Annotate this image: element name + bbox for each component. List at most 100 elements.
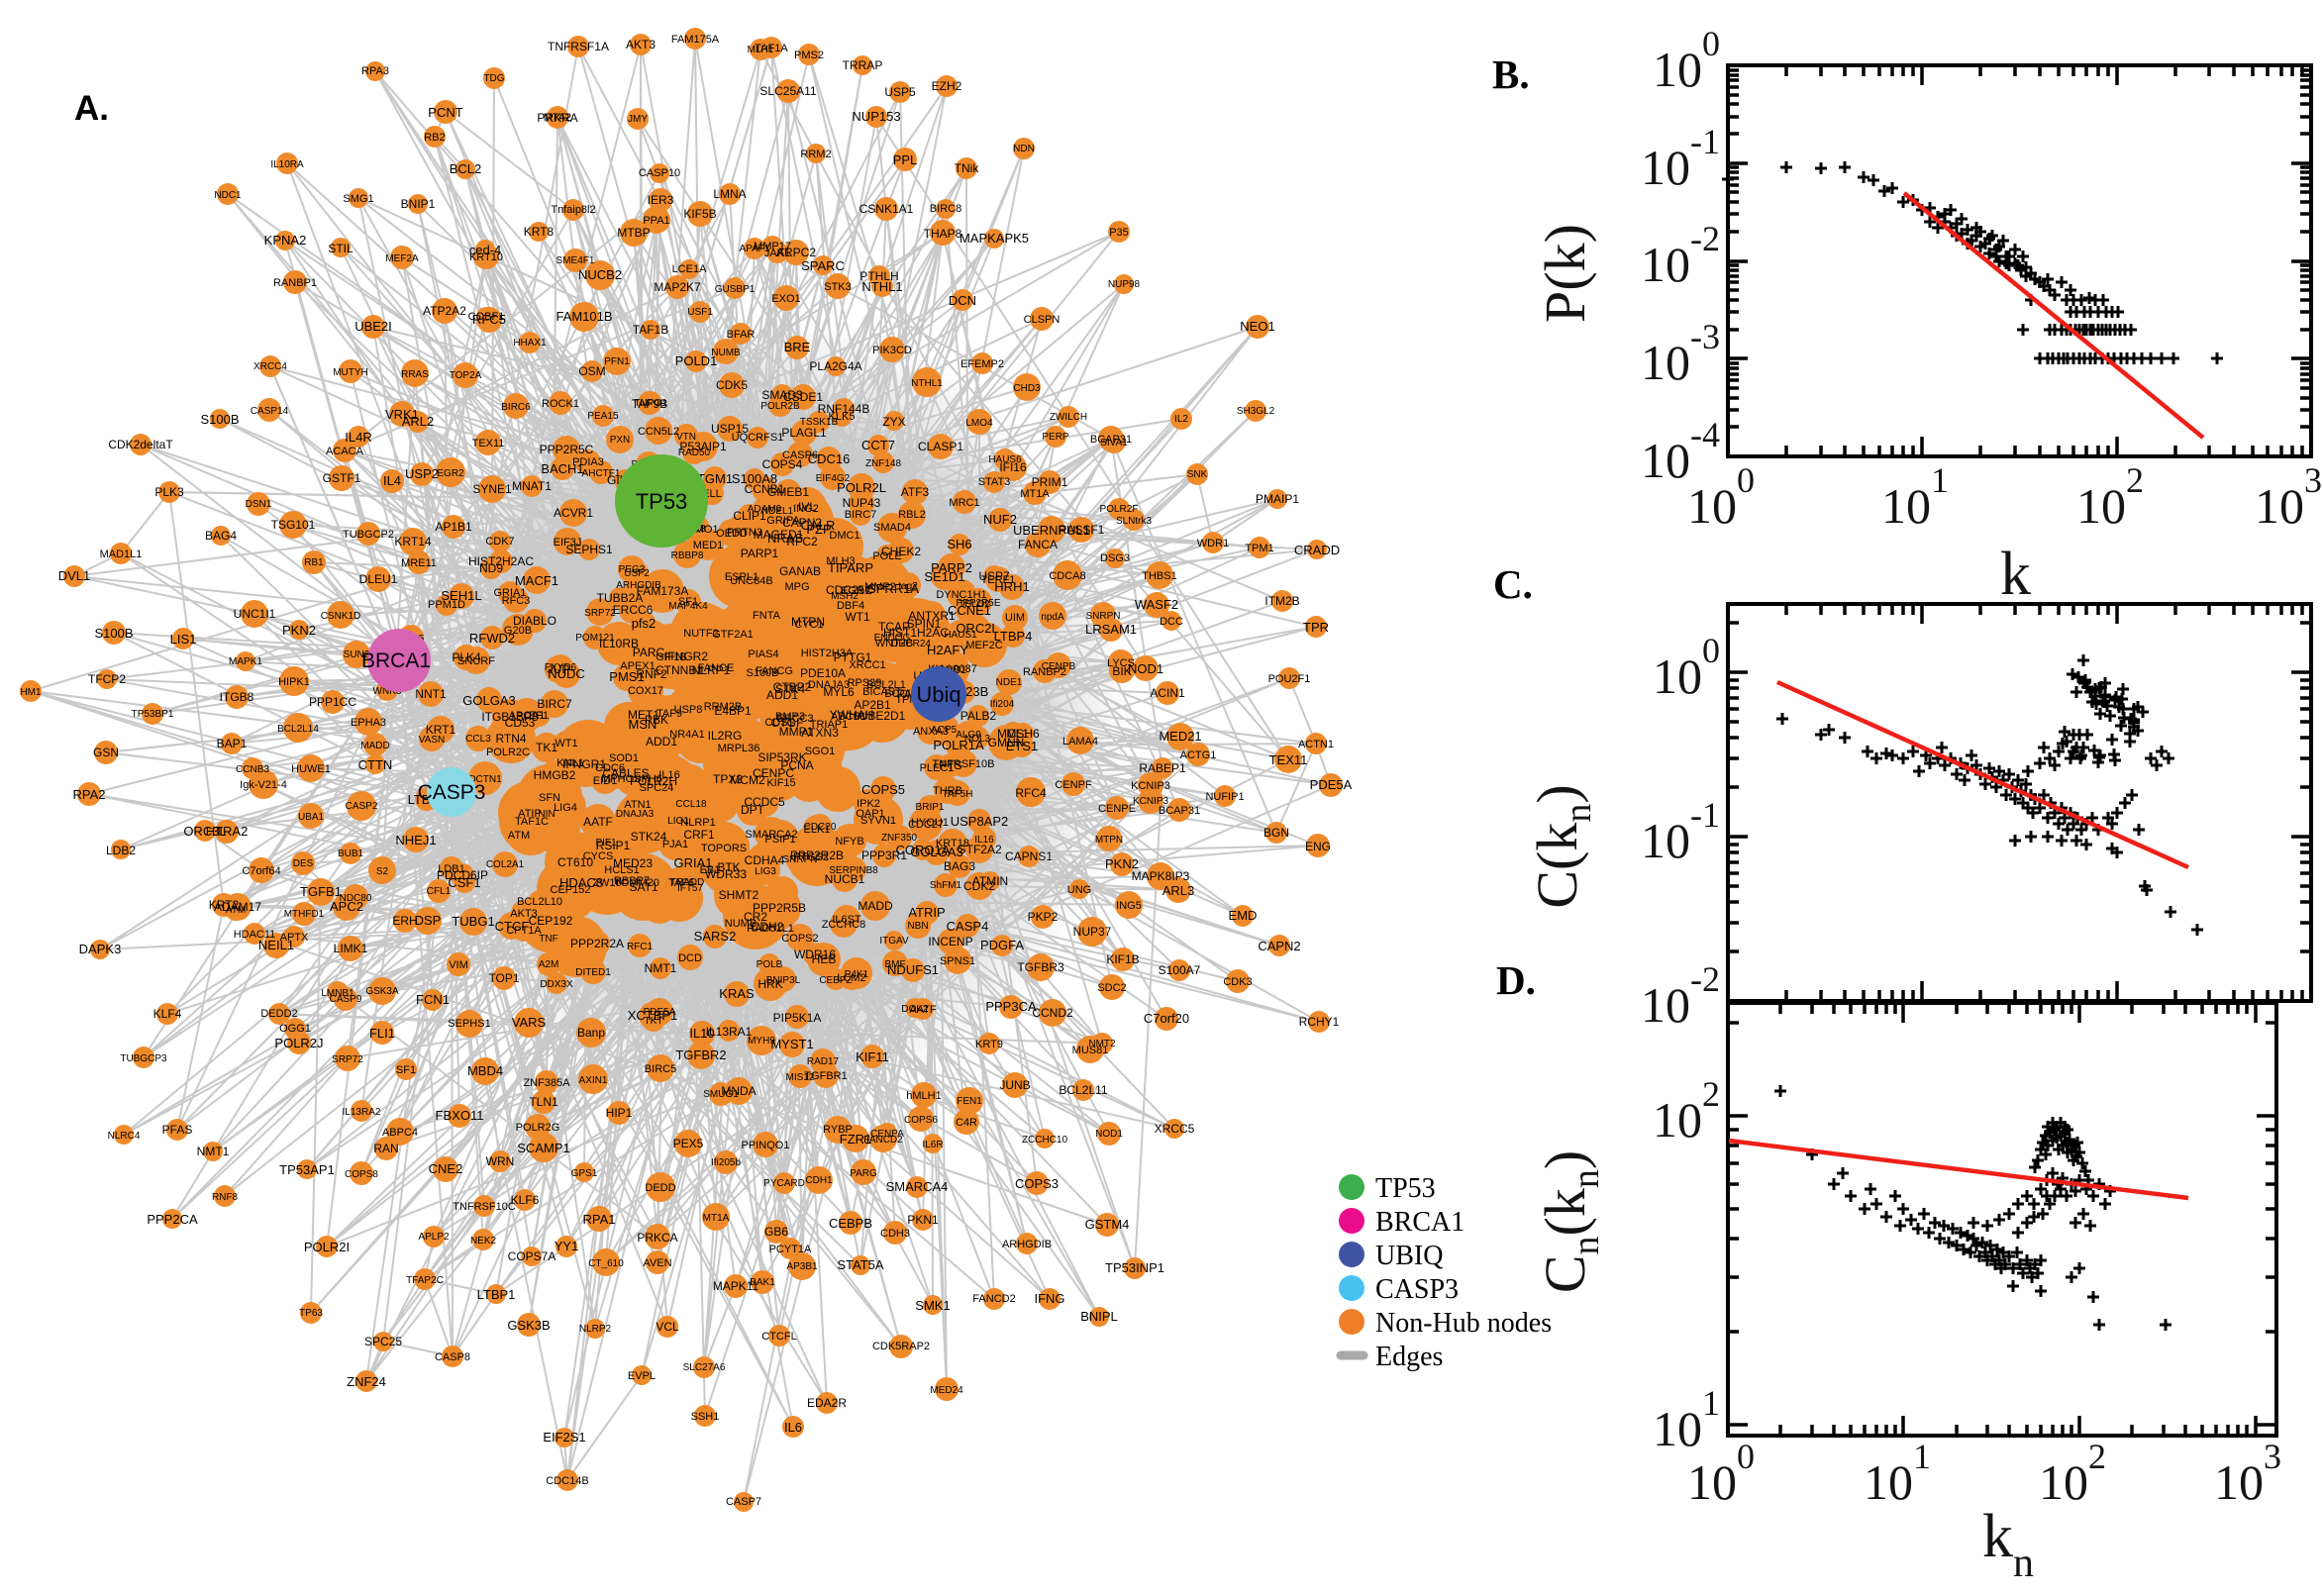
svg-text:ORC2L: ORC2L [956, 621, 998, 636]
svg-text:Banp: Banp [577, 1026, 605, 1040]
svg-text:PMAIP1: PMAIP1 [1256, 492, 1299, 506]
svg-text:OSM: OSM [578, 364, 605, 378]
svg-text:Tnfaip8l2: Tnfaip8l2 [551, 204, 595, 216]
svg-text:RBBP7: RBBP7 [614, 875, 650, 887]
svg-text:STAT3: STAT3 [978, 476, 1011, 488]
svg-text:SSH1: SSH1 [691, 1411, 720, 1423]
svg-text:PIF1: PIF1 [595, 838, 617, 848]
svg-text:GSK3A: GSK3A [365, 986, 399, 997]
svg-text:APTX: APTX [280, 932, 309, 944]
svg-text:DMC1: DMC1 [829, 530, 859, 542]
svg-text:HDAC8: HDAC8 [559, 875, 603, 890]
svg-text:IER3: IER3 [648, 193, 674, 207]
svg-text:ZWILCH: ZWILCH [1050, 412, 1087, 423]
svg-text:EIF4G2: EIF4G2 [816, 473, 851, 484]
svg-text:MUS81: MUS81 [1072, 1045, 1109, 1056]
svg-text:Non-Hub nodes: Non-Hub nodes [1375, 1308, 1552, 1339]
svg-text:P35: P35 [1109, 227, 1129, 239]
svg-text:SF1: SF1 [396, 1064, 416, 1076]
svg-text:PDE10A: PDE10A [800, 666, 846, 680]
svg-text:MAPKAPK5: MAPKAPK5 [960, 231, 1029, 246]
svg-text:A.: A. [74, 89, 109, 128]
svg-text:MEF2C: MEF2C [965, 640, 1002, 651]
svg-text:DITED1: DITED1 [575, 967, 611, 978]
svg-text:S2: S2 [376, 866, 389, 877]
svg-text:PPP1CC: PPP1CC [309, 695, 356, 709]
svg-text:RFWD2: RFWD2 [469, 631, 515, 646]
svg-text:YY1: YY1 [555, 1239, 579, 1253]
svg-text:TPR: TPR [1303, 620, 1329, 635]
svg-text:ING2: ING2 [793, 503, 819, 515]
svg-text:GRIPA: GRIPA [766, 515, 800, 527]
svg-text:NLRP1: NLRP1 [680, 817, 715, 829]
svg-text:KLF4: KLF4 [153, 1007, 182, 1021]
svg-text:RFC4: RFC4 [1015, 786, 1047, 800]
svg-text:DCC: DCC [1160, 616, 1183, 628]
svg-text:EDA2R: EDA2R [807, 1396, 847, 1410]
svg-text:ACTN1: ACTN1 [1298, 739, 1334, 750]
svg-text:C(kn): C(kn) [1525, 784, 1599, 908]
svg-text:SPC24: SPC24 [640, 782, 674, 794]
svg-text:BTK: BTK [717, 860, 740, 874]
svg-text:ACIN1: ACIN1 [1150, 686, 1185, 700]
svg-text:NOD1: NOD1 [1128, 661, 1163, 676]
svg-text:CCL3: CCL3 [465, 734, 491, 745]
svg-text:CCNB1: CCNB1 [745, 482, 785, 496]
svg-text:PRIM1: PRIM1 [1032, 475, 1068, 489]
svg-text:PTS: PTS [939, 758, 961, 772]
svg-text:SARS2: SARS2 [694, 929, 737, 944]
svg-text:MTPN: MTPN [791, 615, 825, 629]
svg-text:CSF1: CSF1 [448, 875, 480, 890]
svg-text:CLSPN: CLSPN [1024, 314, 1060, 326]
svg-text:VRK1: VRK1 [385, 407, 419, 422]
svg-text:SMG1: SMG1 [343, 193, 373, 205]
svg-text:NBN: NBN [907, 921, 928, 932]
svg-text:PPP2R5C: PPP2R5C [540, 443, 594, 456]
svg-text:CDK2: CDK2 [963, 879, 995, 893]
svg-text:MAP2K7: MAP2K7 [654, 280, 701, 294]
svg-text:UBA1: UBA1 [298, 812, 325, 823]
svg-text:MTPN: MTPN [1095, 835, 1123, 846]
svg-text:RAD51L1: RAD51L1 [747, 923, 794, 935]
svg-text:TP53INP1: TP53INP1 [1105, 1260, 1164, 1275]
svg-text:SRP72: SRP72 [332, 1054, 363, 1065]
svg-text:HCLS1: HCLS1 [604, 864, 639, 876]
svg-text:ITGAV: ITGAV [879, 936, 909, 947]
svg-text:S100B: S100B [200, 412, 239, 427]
svg-text:CASP3: CASP3 [418, 781, 486, 804]
svg-text:MCM2: MCM2 [730, 773, 765, 787]
svg-text:SNRPN: SNRPN [1085, 611, 1120, 622]
svg-text:NUFIP1: NUFIP1 [1205, 791, 1244, 803]
svg-text:USF2: USF2 [624, 568, 650, 579]
svg-text:GOLGA3: GOLGA3 [910, 845, 962, 859]
svg-text:THBS1: THBS1 [1142, 570, 1176, 582]
svg-text:IFNGR1: IFNGR1 [562, 757, 606, 771]
svg-text:MED21: MED21 [1159, 729, 1201, 744]
svg-text:PERP: PERP [1042, 432, 1069, 443]
svg-text:CENPA: CENPA [870, 1129, 904, 1140]
svg-text:TFAP2C: TFAP2C [406, 1275, 444, 1286]
svg-text:C4R: C4R [956, 1117, 977, 1129]
svg-text:SDC2: SDC2 [1097, 982, 1126, 994]
svg-text:NOL3: NOL3 [964, 734, 991, 745]
svg-text:BAG4: BAG4 [205, 529, 237, 543]
svg-text:SCAMP1: SCAMP1 [517, 1141, 569, 1155]
svg-text:CCL18: CCL18 [675, 799, 707, 810]
svg-text:FCN1: FCN1 [416, 992, 450, 1007]
svg-text:HUWE1: HUWE1 [291, 763, 331, 775]
svg-text:CDH2: CDH2 [752, 920, 784, 934]
svg-text:AKT3: AKT3 [626, 38, 656, 51]
svg-text:CASP3: CASP3 [1375, 1274, 1459, 1305]
svg-text:MLH3: MLH3 [826, 555, 855, 567]
svg-text:CCNB3: CCNB3 [236, 764, 269, 775]
svg-text:FEN1: FEN1 [957, 1096, 982, 1107]
svg-text:DPT: DPT [741, 803, 765, 817]
svg-text:COL2A1: COL2A1 [486, 859, 525, 870]
svg-text:HYOU1: HYOU1 [911, 817, 949, 829]
svg-text:TGFBR2: TGFBR2 [675, 1047, 726, 1062]
svg-text:NLRC4: NLRC4 [108, 1131, 141, 1142]
svg-text:CENPF: CENPF [1055, 779, 1092, 791]
svg-text:RRAS: RRAS [401, 369, 429, 380]
svg-text:SPC25: SPC25 [364, 1335, 402, 1348]
svg-text:LCE1A: LCE1A [672, 263, 708, 275]
